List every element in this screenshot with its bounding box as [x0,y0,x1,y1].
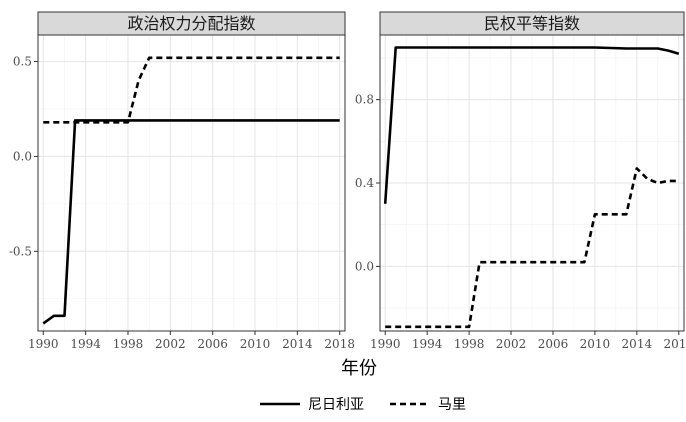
x-tick-label: 2006 [538,337,569,351]
series-line-mali [43,56,340,124]
x-axis-title: 年份 [341,358,377,379]
x-tick-label: 2014 [622,337,653,351]
y-tick-label: -0.5 [9,244,32,258]
panel-border [37,34,346,332]
panel-civil-equality: 民权平等指数 0.8 0.4 0.0 1990 1994 1998 2002 2006 2010 2… [355,11,686,351]
y-tick-label: 0.8 [355,93,374,107]
series-line-mali [385,167,679,329]
x-tick-label: 1994 [70,337,101,351]
series-line-nigeria [42,119,340,325]
x-tick-label: 2002 [496,337,527,351]
x-tick-label: 2014 [282,337,313,351]
legend: 尼日利亚 马里 [260,397,466,413]
legend-label: 尼日利亚 [308,397,364,413]
x-tick-label: 2010 [580,337,611,351]
y-tick-label: 0.0 [13,149,32,163]
x-tick-label: 1998 [113,337,144,351]
x-tick-label: 1994 [412,337,443,351]
y-tick-label: 0.0 [355,259,374,273]
x-tick-label: 2006 [197,337,228,351]
x-tick-label: 1990 [28,337,59,351]
y-tick-label: 0.4 [355,176,374,190]
legend-label: 马里 [438,397,466,413]
y-tick-label: 0.5 [13,55,32,69]
x-tick-label: 2018 [663,337,686,351]
x-tick-label: 1990 [370,337,401,351]
series-line-nigeria [383,46,680,204]
x-tick-label: 2002 [155,337,186,351]
x-tick-label: 2018 [324,337,355,351]
strip-title: 民权平等指数 [484,14,580,33]
strip-title: 政治权力分配指数 [127,14,255,33]
panel-political-power: 政治权力分配指数 0.5 0.0 -0.5 1990 1994 1998 2002 2006 20… [9,11,355,351]
x-tick-label: 1998 [454,337,485,351]
x-tick-label: 2010 [240,337,271,351]
